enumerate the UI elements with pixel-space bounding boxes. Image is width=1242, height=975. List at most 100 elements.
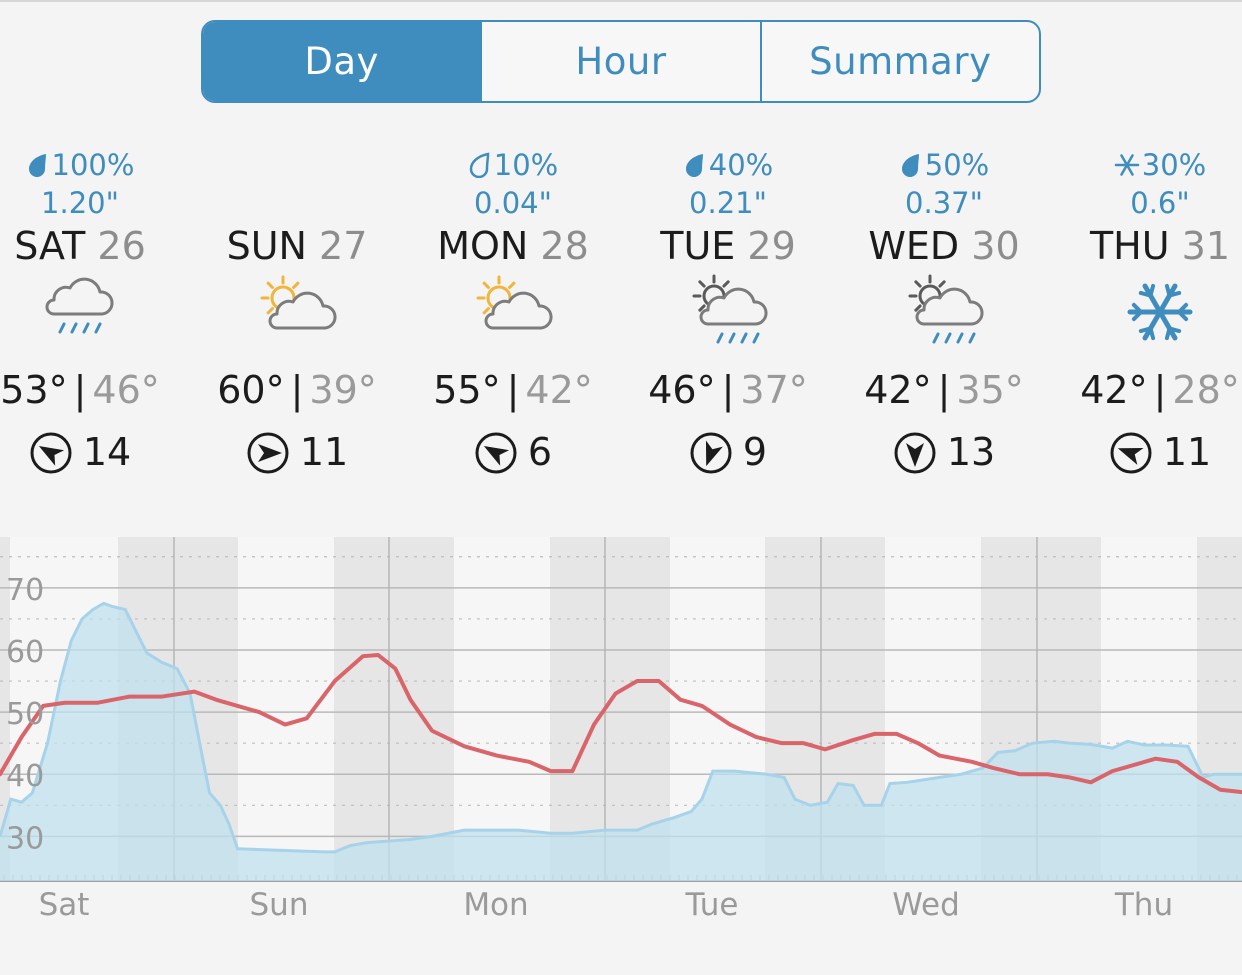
- day-label: MON 28: [405, 224, 621, 268]
- wind-speed: 6: [527, 430, 553, 474]
- wind-speed: 11: [1162, 430, 1212, 474]
- tab-hour[interactable]: Hour: [480, 22, 759, 101]
- wind: 6: [405, 430, 621, 484]
- temperature-range: 46° | 37°: [620, 368, 836, 412]
- low-temp: 42°: [525, 368, 593, 412]
- precip-chance: 50%: [836, 148, 1052, 185]
- drop-filled-icon: [26, 151, 50, 185]
- high-temp: 42°: [864, 368, 932, 412]
- wind: 11: [1052, 430, 1242, 484]
- wind-direction-icon: [689, 431, 733, 484]
- low-temp: 39°: [309, 368, 377, 412]
- wind: 11: [189, 430, 405, 484]
- wind-speed: 13: [946, 430, 996, 474]
- day-column-thu[interactable]: 30% 0.6" THU 31 42° | 28° 11: [1052, 140, 1242, 500]
- rain-cloud-icon: [32, 272, 128, 352]
- tab-summary[interactable]: Summary: [759, 22, 1039, 101]
- snowflake-icon: [1112, 272, 1208, 352]
- precip-amount: 1.20": [41, 186, 119, 220]
- drop-filled-icon: [683, 151, 707, 185]
- day-label: SUN 27: [189, 224, 405, 268]
- partly-sunny-icon: [465, 272, 561, 352]
- precip-amount: 0.6": [1130, 186, 1190, 220]
- sun-cloud-rain-icon: [896, 272, 992, 352]
- x-tick-label: Tue: [685, 887, 739, 923]
- precip-chance: 30%: [1052, 148, 1242, 185]
- temperature-range: 55° | 42°: [405, 368, 621, 412]
- day-name: WED: [868, 224, 960, 268]
- partly-sunny-icon: [249, 272, 345, 352]
- sun-cloud-rain-icon: [680, 272, 776, 352]
- temperature-range: 60° | 39°: [189, 368, 405, 412]
- day-date: 28: [540, 224, 589, 268]
- y-tick-label: 60: [6, 635, 44, 670]
- x-tick-label: Sat: [39, 887, 90, 923]
- precip-chance-value: 40%: [708, 148, 774, 182]
- snowflake-small-icon: [1114, 151, 1140, 185]
- precip-chance-value: 30%: [1141, 148, 1207, 182]
- y-tick-label: 40: [6, 759, 44, 794]
- low-temp: 35°: [956, 368, 1024, 412]
- day-label: WED 30: [836, 224, 1052, 268]
- day-column-tue[interactable]: 40% 0.21" TUE 29 46° | 37° 9: [620, 140, 836, 500]
- precip-chance-value: 100%: [51, 148, 135, 182]
- x-tick-label: Mon: [463, 887, 528, 923]
- wind-speed: 9: [742, 430, 768, 474]
- temp-separator: |: [937, 368, 951, 412]
- precip-amount: 0.37": [905, 186, 983, 220]
- wind-direction-icon: [893, 431, 937, 484]
- temp-separator: |: [73, 368, 87, 412]
- y-tick-label: 50: [6, 697, 44, 732]
- temp-separator: |: [1153, 368, 1167, 412]
- low-temp: 37°: [740, 368, 808, 412]
- wind: 13: [836, 430, 1052, 484]
- x-tick-label: Thu: [1114, 887, 1173, 923]
- precip-chance: 40%: [620, 148, 836, 185]
- y-tick-label: 30: [6, 821, 44, 856]
- wind-direction-icon: [29, 431, 73, 484]
- temperature-range: 53° | 46°: [0, 368, 188, 412]
- day-column-wed[interactable]: 50% 0.37" WED 30 42° | 35° 13: [836, 140, 1052, 500]
- day-label: TUE 29: [620, 224, 836, 268]
- night-band: [334, 537, 454, 882]
- day-date: 27: [319, 224, 368, 268]
- high-temp: 60°: [217, 368, 285, 412]
- low-temp: 28°: [1172, 368, 1240, 412]
- day-name: MON: [437, 224, 529, 268]
- drop-outline-icon: [468, 151, 492, 185]
- wind: 14: [0, 430, 188, 484]
- wind-direction-icon: [246, 431, 290, 484]
- precip-chance: 10%: [405, 148, 621, 185]
- x-tick-label: Sun: [250, 887, 309, 923]
- day-column-sun[interactable]: SUN 27 60° | 39° 11: [189, 140, 405, 500]
- day-column-sat[interactable]: 100% 1.20" SAT 26 53° | 46° 14: [0, 140, 188, 500]
- temperature-range: 42° | 28°: [1052, 368, 1242, 412]
- tab-day[interactable]: Day: [203, 22, 481, 101]
- day-name: SAT: [14, 224, 86, 268]
- day-column-mon[interactable]: 10% 0.04" MON 28 55° | 42° 6: [405, 140, 621, 500]
- wind-speed: 11: [299, 430, 349, 474]
- temp-separator: |: [721, 368, 735, 412]
- wind: 9: [620, 430, 836, 484]
- precip-area: [0, 603, 1242, 881]
- day-date: 30: [971, 224, 1020, 268]
- precip-chance-value: 50%: [924, 148, 990, 182]
- temp-separator: |: [290, 368, 304, 412]
- precip-chance: 100%: [0, 148, 188, 185]
- temp-separator: |: [506, 368, 520, 412]
- top-divider: [0, 0, 1242, 2]
- high-temp: 55°: [433, 368, 501, 412]
- high-temp: 53°: [0, 368, 68, 412]
- day-date: 29: [747, 224, 796, 268]
- precip-outline: [0, 601, 1242, 854]
- precip-chance-value: 10%: [493, 148, 559, 182]
- day-date: 31: [1181, 224, 1231, 268]
- high-temp: 42°: [1080, 368, 1148, 412]
- low-temp: 46°: [92, 368, 160, 412]
- day-name: THU: [1089, 224, 1170, 268]
- day-name: TUE: [660, 224, 736, 268]
- wind-direction-icon: [1109, 431, 1153, 484]
- day-label: SAT 26: [0, 224, 188, 268]
- precip-amount: 0.21": [689, 186, 767, 220]
- x-tick-label: Wed: [892, 887, 960, 923]
